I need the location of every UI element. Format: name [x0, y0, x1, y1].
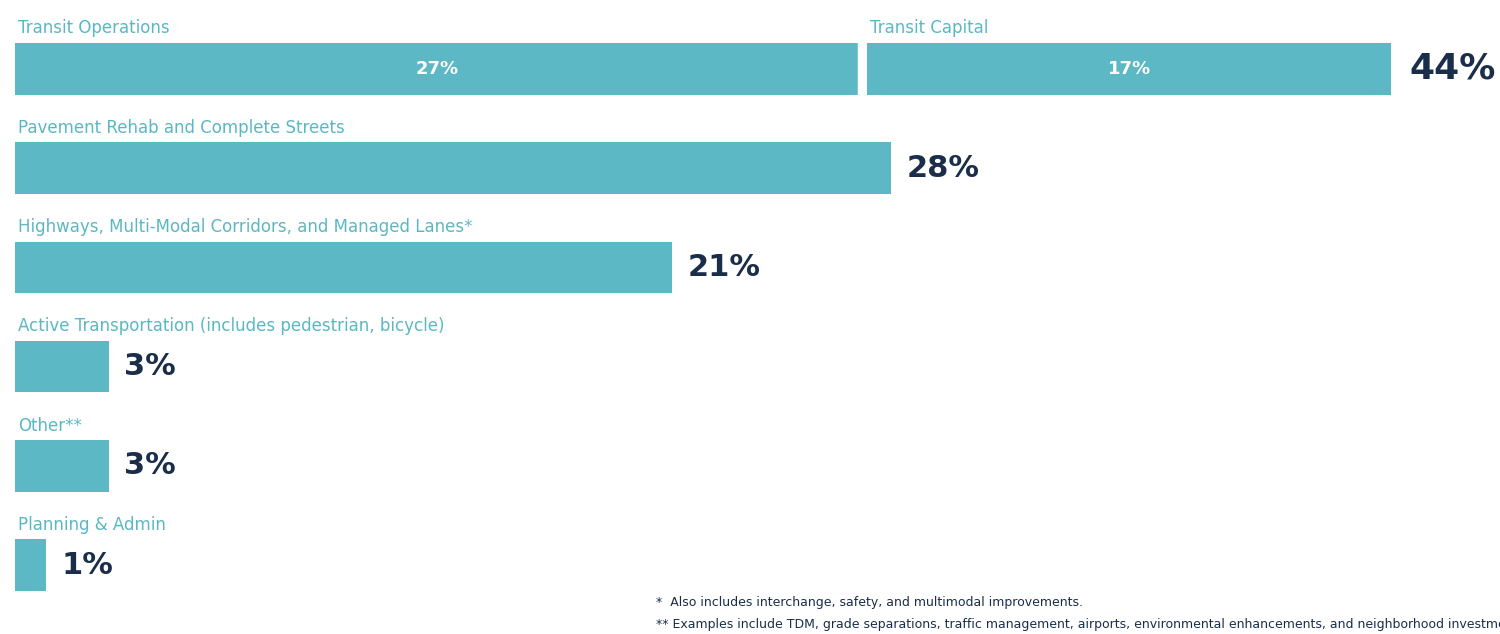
Text: 17%: 17% [1107, 60, 1150, 78]
Bar [15, 142, 891, 194]
Bar [15, 440, 110, 492]
Text: Other**: Other** [18, 417, 82, 435]
Bar [15, 43, 859, 94]
Text: 27%: 27% [416, 60, 459, 78]
Text: 3%: 3% [124, 451, 176, 481]
Text: 21%: 21% [687, 253, 760, 282]
Text: Highways, Multi-Modal Corridors, and Managed Lanes*: Highways, Multi-Modal Corridors, and Man… [18, 218, 472, 236]
Text: 28%: 28% [906, 153, 980, 183]
Text: 3%: 3% [124, 352, 176, 381]
Text: 1%: 1% [62, 551, 114, 580]
Text: ** Examples include TDM, grade separations, traffic management, airports, enviro: ** Examples include TDM, grade separatio… [656, 618, 1500, 631]
Text: Pavement Rehab and Complete Streets: Pavement Rehab and Complete Streets [18, 119, 345, 137]
Bar [15, 242, 672, 293]
Bar [15, 540, 46, 591]
Text: Transit Capital: Transit Capital [870, 20, 988, 37]
Text: Active Transportation (includes pedestrian, bicycle): Active Transportation (includes pedestri… [18, 318, 444, 335]
Text: *  Also includes interchange, safety, and multimodal improvements.: * Also includes interchange, safety, and… [656, 596, 1083, 609]
Text: 44%: 44% [1410, 52, 1497, 86]
Text: Planning & Admin: Planning & Admin [18, 516, 166, 534]
Bar [15, 341, 110, 392]
Bar [867, 43, 1390, 94]
Text: Transit Operations: Transit Operations [18, 20, 170, 37]
